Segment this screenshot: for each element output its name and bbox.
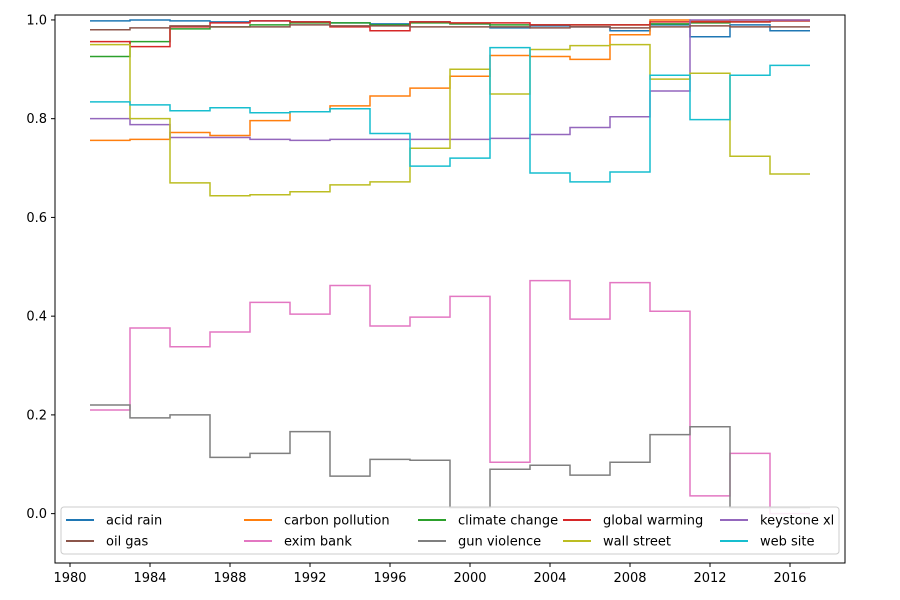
y-tick-label: 0.8 bbox=[26, 112, 47, 127]
x-tick-label: 1980 bbox=[53, 571, 86, 586]
legend-label: gun violence bbox=[458, 535, 541, 550]
legend-label: wall street bbox=[603, 535, 671, 550]
legend-item-wall-street[interactable]: wall street bbox=[563, 535, 671, 550]
legend-item-exim-bank[interactable]: exim bank bbox=[244, 535, 352, 550]
y-tick-label: 0.2 bbox=[26, 408, 47, 423]
legend-label: carbon pollution bbox=[284, 514, 390, 529]
y-axis: 0.0 0.2 0.4 0.6 0.8 1.0 bbox=[26, 13, 55, 522]
legend-label: exim bank bbox=[284, 535, 352, 550]
legend-label: climate change bbox=[458, 514, 558, 529]
legend-item-gun-violence[interactable]: gun violence bbox=[418, 535, 541, 550]
legend-item-oil-gas[interactable]: oil gas bbox=[66, 535, 149, 550]
series-line-oil-gas bbox=[90, 24, 810, 31]
legend-item-global-warming[interactable]: global warming bbox=[563, 514, 703, 529]
legend-box bbox=[60, 506, 840, 555]
legend-label: web site bbox=[760, 535, 815, 550]
plot-frame bbox=[54, 14, 846, 564]
legend-label: keystone xl bbox=[760, 514, 834, 529]
legend[interactable]: acid rain carbon pollution climate change g… bbox=[60, 506, 840, 555]
x-tick-label: 1996 bbox=[373, 571, 406, 586]
x-tick-label: 2016 bbox=[773, 571, 806, 586]
series-line-keystone-xl bbox=[90, 19, 810, 142]
y-tick-label: 0.0 bbox=[26, 507, 47, 522]
x-tick-label: 1984 bbox=[133, 571, 166, 586]
x-tick-label: 1988 bbox=[213, 571, 246, 586]
y-tick-label: 0.6 bbox=[26, 211, 47, 226]
y-tick-label: 0.4 bbox=[26, 310, 47, 325]
legend-label: acid rain bbox=[106, 514, 162, 529]
x-axis: 1980 1984 1988 1992 1996 2000 2004 2008 2012 2016 bbox=[53, 563, 807, 586]
legend-label: oil gas bbox=[106, 535, 149, 550]
legend-label: global warming bbox=[603, 514, 703, 529]
plot-area bbox=[90, 19, 810, 515]
x-tick-label: 2004 bbox=[533, 571, 566, 586]
y-tick-label: 1.0 bbox=[26, 13, 47, 28]
legend-item-carbon-pollution[interactable]: carbon pollution bbox=[244, 514, 390, 529]
x-tick-label: 1992 bbox=[293, 571, 326, 586]
series-line-gun-violence bbox=[90, 404, 810, 509]
legend-item-web-site[interactable]: web site bbox=[720, 535, 815, 550]
legend-item-keystone-xl[interactable]: keystone xl bbox=[720, 514, 834, 529]
legend-item-acid-rain[interactable]: acid rain bbox=[66, 514, 162, 529]
series-line-web-site bbox=[90, 46, 810, 183]
x-tick-label: 2008 bbox=[613, 571, 646, 586]
legend-item-climate-change[interactable]: climate change bbox=[418, 514, 558, 529]
x-tick-label: 2000 bbox=[453, 571, 486, 586]
x-tick-label: 2012 bbox=[693, 571, 726, 586]
series-line-exim-bank bbox=[90, 279, 810, 515]
